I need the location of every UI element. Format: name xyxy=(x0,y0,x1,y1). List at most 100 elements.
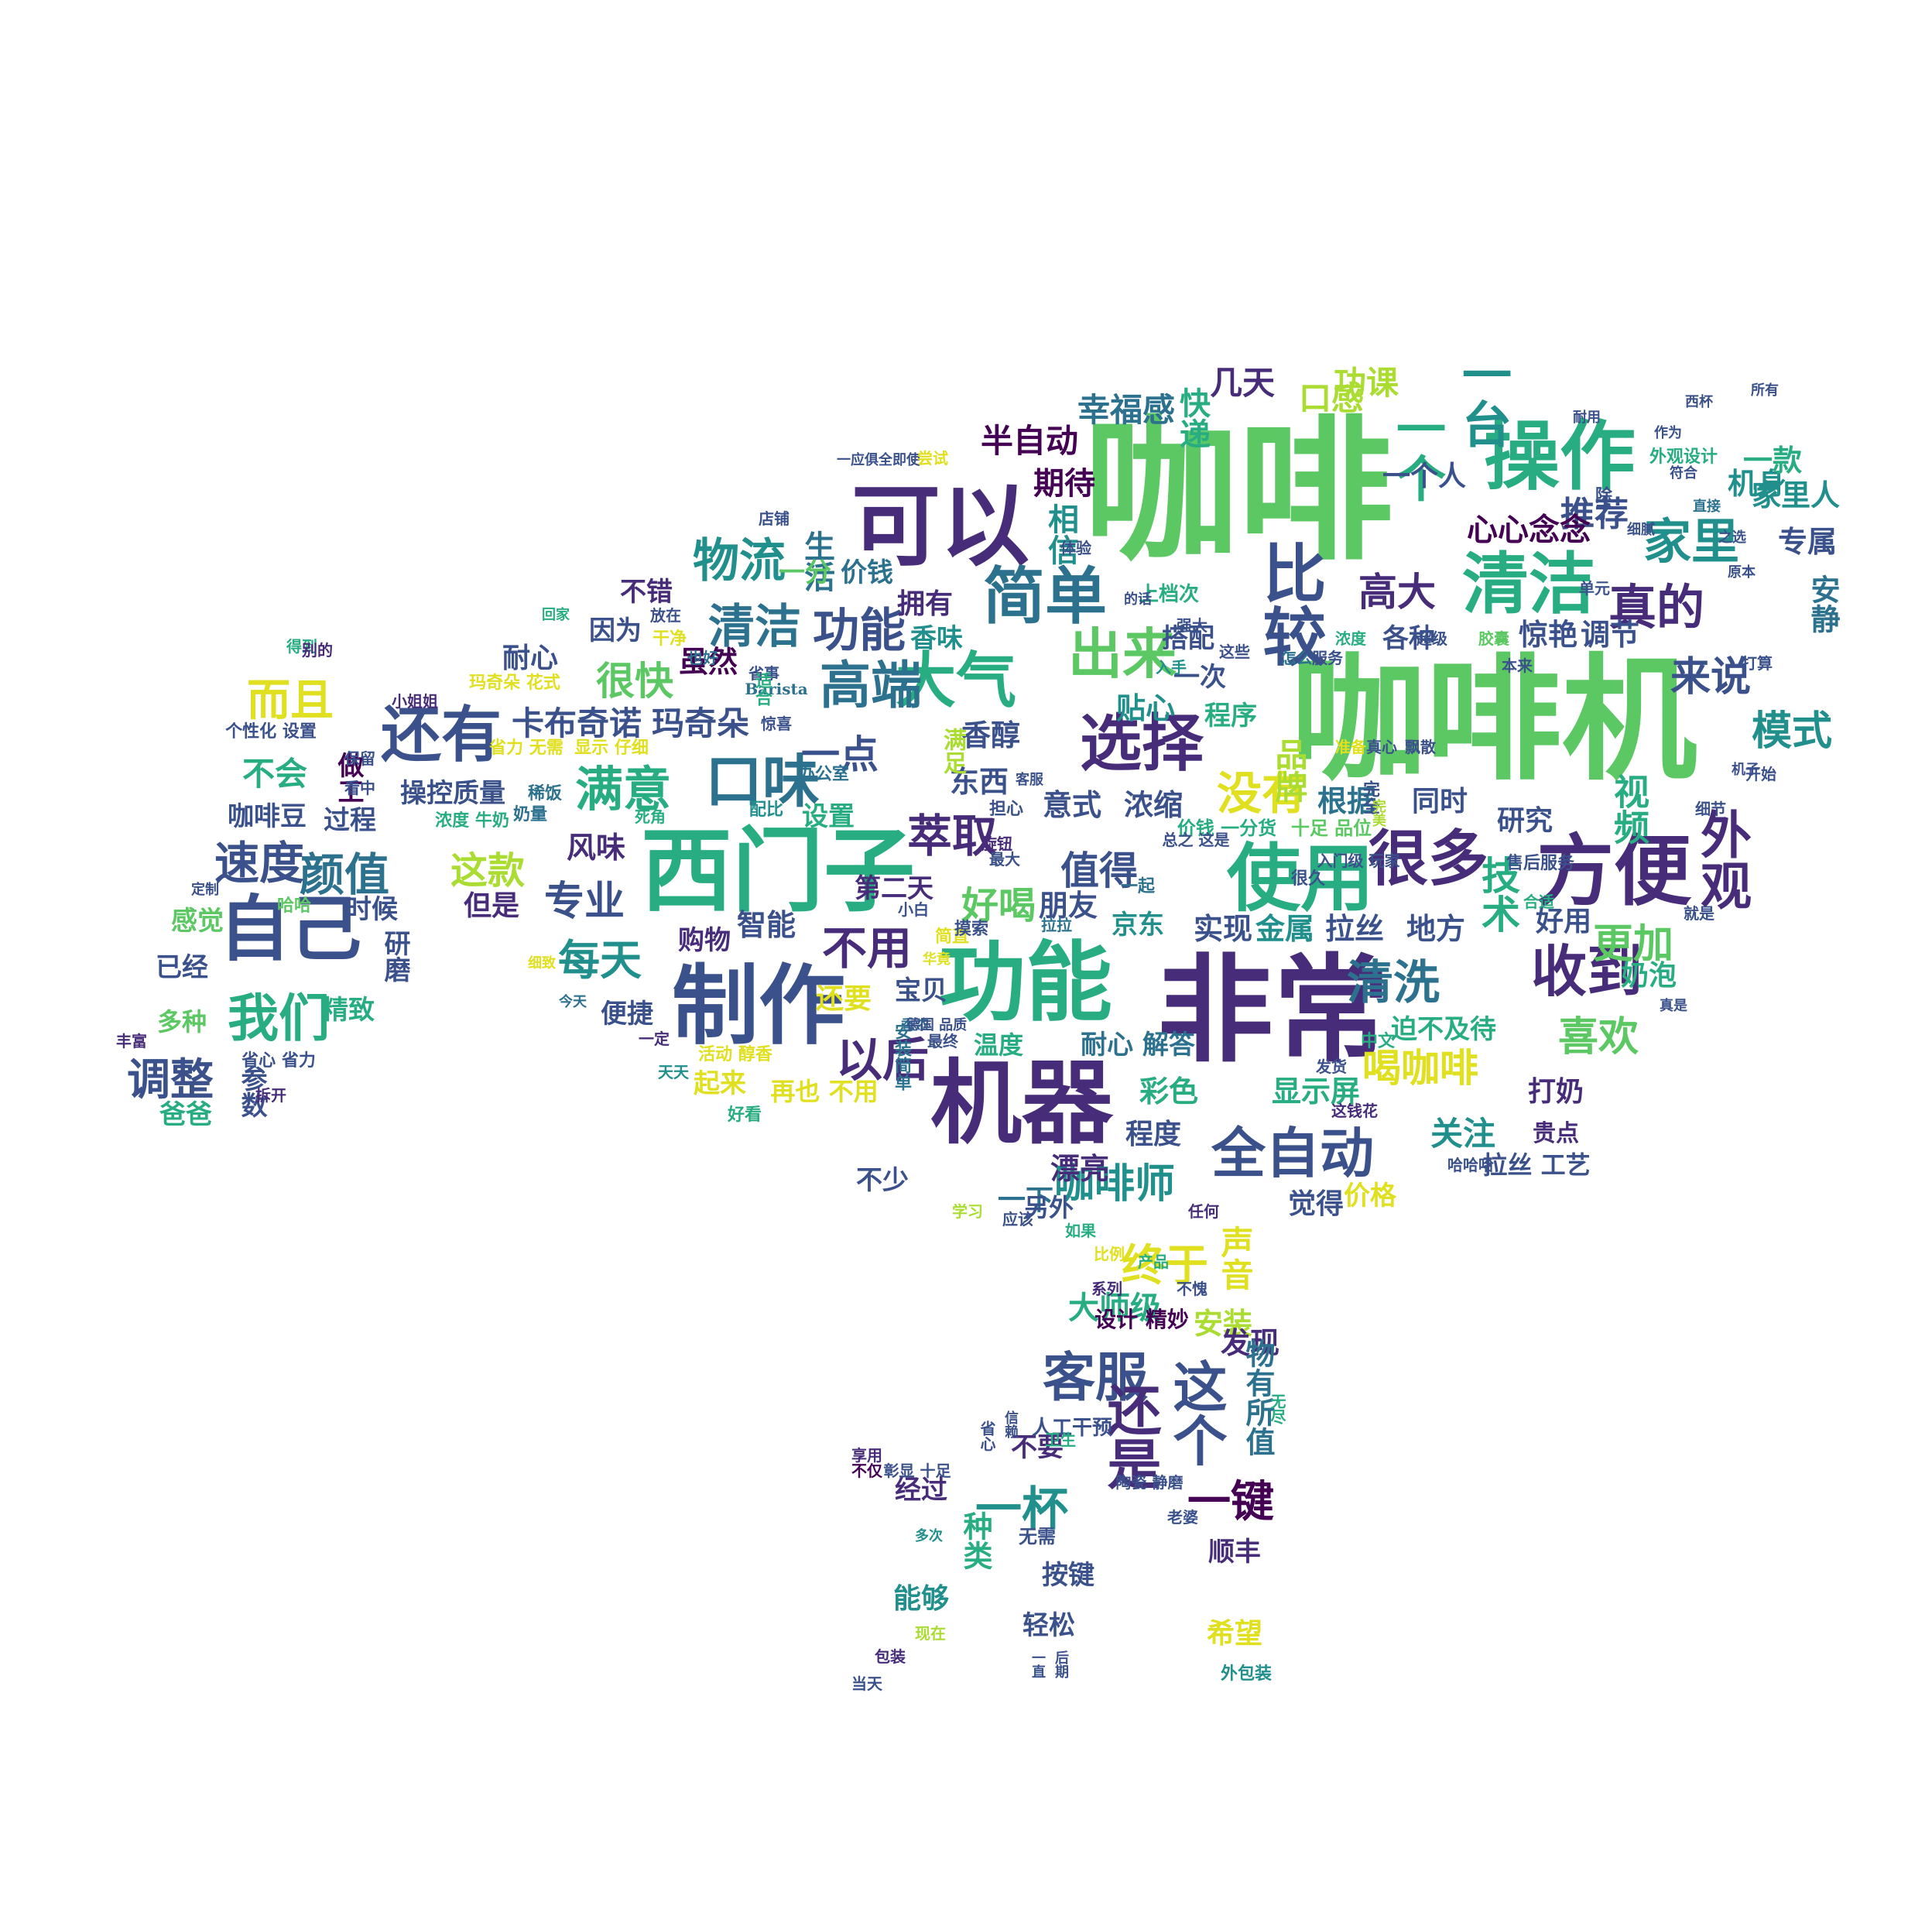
cloud-word: 操控质量 xyxy=(400,778,505,809)
cloud-word: 玛奇朵 花式 xyxy=(469,673,560,693)
cloud-word: 价钱 xyxy=(841,557,893,588)
cloud-word: 回家 xyxy=(542,607,570,623)
cloud-word: 西杯 xyxy=(1685,394,1713,410)
cloud-word: 几天 xyxy=(1209,364,1276,402)
cloud-word: 另外 xyxy=(1023,1193,1074,1222)
cloud-word: 飘散 xyxy=(1405,738,1436,756)
cloud-word: 地方 xyxy=(1406,911,1466,946)
cloud-word: 安装简单 xyxy=(892,1023,912,1091)
cloud-word: 功课 xyxy=(1333,364,1399,402)
cloud-word: 天天 xyxy=(658,1063,689,1081)
cloud-word: 咖啡机 xyxy=(1290,640,1697,800)
cloud-word: 拆开 xyxy=(255,1086,286,1105)
cloud-word: 温度 xyxy=(973,1030,1024,1060)
cloud-word: 现在 xyxy=(915,1624,946,1643)
cloud-word: 喜欢 xyxy=(1557,1013,1639,1061)
cloud-word: 贴心 xyxy=(1115,691,1176,725)
cloud-word: 一个人 xyxy=(1382,460,1467,492)
cloud-word: 设计 精妙 xyxy=(1094,1307,1189,1332)
cloud-word: 办公室 xyxy=(797,764,850,784)
cloud-word: 当天 xyxy=(851,1674,882,1693)
cloud-word: 萃取 xyxy=(906,810,998,862)
cloud-word: 宝贝 xyxy=(895,975,947,1006)
cloud-word: 值得 xyxy=(1060,848,1138,893)
cloud-word: 旋钮 xyxy=(981,834,1012,853)
cloud-word: 拥有 xyxy=(896,588,954,620)
cloud-word: 研究 xyxy=(1496,804,1553,837)
cloud-word: 起来 xyxy=(694,1068,746,1099)
cloud-word: 期待 xyxy=(1033,465,1095,502)
cloud-word: 无尽 xyxy=(1268,1393,1286,1424)
cloud-word: 程度 xyxy=(1125,1118,1182,1150)
cloud-word: 细致 xyxy=(528,955,556,972)
cloud-word: 打算 xyxy=(1742,654,1773,673)
cloud-word: 得到 xyxy=(286,637,317,656)
cloud-word: 一键 xyxy=(1187,1476,1274,1527)
cloud-word: 配比 xyxy=(748,800,784,820)
cloud-word: 享用 xyxy=(851,1446,882,1465)
cloud-word: 彰显 十足 xyxy=(883,1462,951,1480)
cloud-word: 没有 xyxy=(1216,767,1307,820)
cloud-word: 大气 xyxy=(895,646,1017,716)
cloud-word: 家里人 xyxy=(1751,478,1841,512)
cloud-word: 一起 xyxy=(1120,876,1156,896)
cloud-word: 一个 xyxy=(1388,403,1446,502)
cloud-word: 小白 xyxy=(898,900,929,919)
cloud-word: 再也 不用 xyxy=(770,1077,879,1106)
cloud-word: 信赖 xyxy=(1002,1410,1019,1438)
cloud-word: 总之 这是 xyxy=(1162,831,1230,849)
cloud-word: 比例 xyxy=(1094,1245,1125,1263)
cloud-word: 外观 xyxy=(1692,808,1752,910)
cloud-word: 风味 xyxy=(566,830,626,865)
cloud-word: 外观设计 xyxy=(1649,447,1718,467)
cloud-word: 后期 xyxy=(1053,1650,1069,1678)
cloud-word: 也好 xyxy=(687,649,718,667)
cloud-word: 干净 xyxy=(652,629,687,649)
cloud-word: 一下 xyxy=(997,1184,1054,1216)
cloud-word: 细腻 xyxy=(1627,522,1655,538)
cloud-word: 的话 xyxy=(1124,591,1152,608)
cloud-word: 耐心 解答 xyxy=(1081,1030,1195,1061)
cloud-word: 经过 xyxy=(895,1475,947,1506)
cloud-word: 香醇 xyxy=(961,718,1021,752)
cloud-word: 满意 xyxy=(574,761,672,817)
cloud-word: 惊喜 xyxy=(761,715,792,733)
cloud-word: 死角 xyxy=(635,807,666,826)
cloud-word: 好看 xyxy=(727,1105,762,1125)
cloud-word: 模式 xyxy=(1751,708,1833,755)
cloud-word: 最终 xyxy=(927,1032,958,1050)
cloud-word: 各种 xyxy=(1382,623,1435,654)
cloud-word: 相信 xyxy=(1043,503,1079,565)
cloud-word: 不愧 xyxy=(1177,1280,1208,1298)
cloud-word: Barista xyxy=(745,680,808,698)
cloud-word: 便捷 xyxy=(601,999,653,1030)
cloud-word: 清洁 xyxy=(1462,545,1595,623)
cloud-word: 咖啡 xyxy=(1083,400,1394,582)
cloud-word: 安静 xyxy=(1806,574,1841,633)
cloud-word: 全自动 xyxy=(1211,1121,1374,1185)
cloud-word: 不要 xyxy=(1011,1432,1064,1463)
cloud-word: 轻松 xyxy=(1023,1610,1075,1641)
cloud-word: 拉拉 xyxy=(1041,916,1072,934)
cloud-word: 省力 无需 xyxy=(489,738,564,758)
cloud-word: 好用 xyxy=(1535,905,1592,937)
cloud-word: 奶量 xyxy=(512,804,548,824)
cloud-word: 半自动 xyxy=(980,422,1079,460)
cloud-word: 设置 xyxy=(802,801,855,832)
cloud-word: 品牌 xyxy=(1270,738,1308,803)
cloud-word: 咖啡师 xyxy=(1053,1160,1176,1208)
cloud-word: 稀饭 xyxy=(527,783,563,804)
cloud-word: 希望 xyxy=(1206,1617,1263,1650)
cloud-word: 外包装 xyxy=(1220,1664,1273,1684)
cloud-word: 就是 xyxy=(1684,904,1714,923)
cloud-word: 个性化 设置 xyxy=(225,721,317,742)
cloud-word: 这款 xyxy=(450,849,526,893)
cloud-word: 最大 xyxy=(989,850,1020,869)
cloud-word: 不用 xyxy=(821,922,913,975)
cloud-word: 功能 xyxy=(813,604,906,658)
cloud-word: 意式 xyxy=(1042,787,1102,822)
cloud-word: 而且 xyxy=(247,675,334,726)
cloud-word: 按键 xyxy=(1042,1560,1094,1591)
cloud-word: 作为 xyxy=(1654,425,1682,441)
cloud-word: 以后 xyxy=(836,1033,929,1088)
